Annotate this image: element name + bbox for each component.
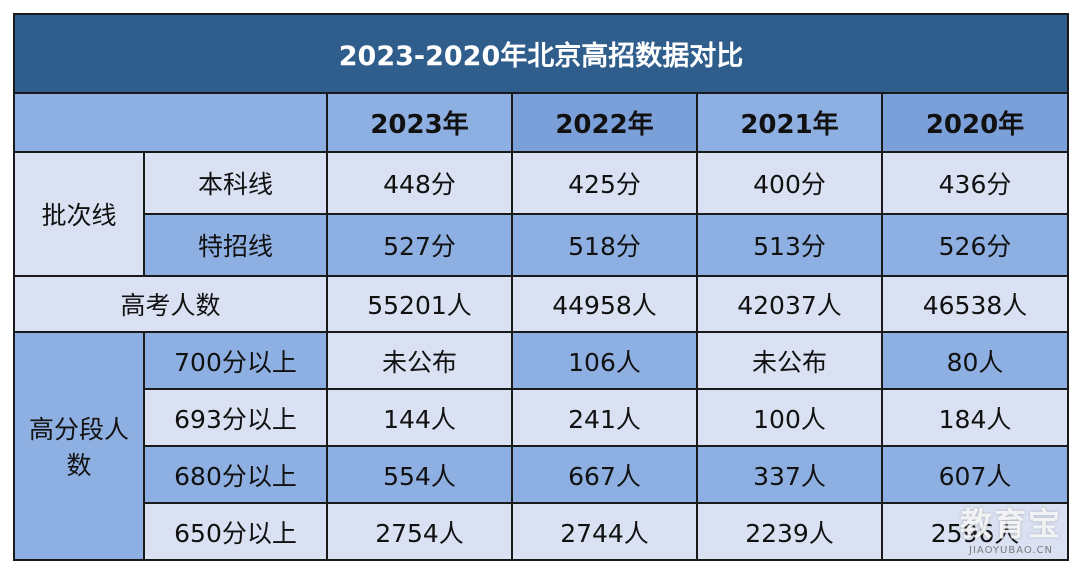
year-header-2021: 2021年 xyxy=(696,92,883,153)
year-header-2020: 2020年 xyxy=(881,92,1069,153)
cell-700-2022: 106人 xyxy=(511,331,698,390)
row-label-680: 680分以上 xyxy=(143,445,328,504)
header-blank-cell xyxy=(13,92,328,153)
cell-693-2021: 100人 xyxy=(696,388,883,447)
year-header-2023: 2023年 xyxy=(326,92,513,153)
cell-700-2020: 80人 xyxy=(881,331,1069,390)
cell-benke-2023: 448分 xyxy=(326,151,513,215)
row-label-benke: 本科线 xyxy=(143,151,328,215)
cell-tezhao-2021: 513分 xyxy=(696,213,883,277)
row-label-693: 693分以上 xyxy=(143,388,328,447)
row-label-700: 700分以上 xyxy=(143,331,328,390)
cell-benke-2021: 400分 xyxy=(696,151,883,215)
row-label-650: 650分以上 xyxy=(143,502,328,561)
cell-gaokao-2023: 55201人 xyxy=(326,275,513,333)
cell-680-2023: 554人 xyxy=(326,445,513,504)
cell-693-2023: 144人 xyxy=(326,388,513,447)
comparison-table: 2023-2020年北京高招数据对比 2023年 2022年 2021年 202… xyxy=(13,13,1069,561)
cell-gaokao-2020: 46538人 xyxy=(881,275,1069,333)
cell-680-2021: 337人 xyxy=(696,445,883,504)
row-label-gaokao: 高考人数 xyxy=(13,275,328,333)
cell-650-2022: 2744人 xyxy=(511,502,698,561)
cell-gaokao-2021: 42037人 xyxy=(696,275,883,333)
cell-benke-2022: 425分 xyxy=(511,151,698,215)
cell-benke-2020: 436分 xyxy=(881,151,1069,215)
cell-693-2022: 241人 xyxy=(511,388,698,447)
cell-680-2020: 607人 xyxy=(881,445,1069,504)
cell-650-2020: 2596人 xyxy=(881,502,1069,561)
cell-tezhao-2023: 527分 xyxy=(326,213,513,277)
cell-gaokao-2022: 44958人 xyxy=(511,275,698,333)
cell-700-2023: 未公布 xyxy=(326,331,513,390)
cell-650-2021: 2239人 xyxy=(696,502,883,561)
row-label-tezhao: 特招线 xyxy=(143,213,328,277)
table-title: 2023-2020年北京高招数据对比 xyxy=(13,13,1069,94)
cell-tezhao-2020: 526分 xyxy=(881,213,1069,277)
cell-693-2020: 184人 xyxy=(881,388,1069,447)
cell-tezhao-2022: 518分 xyxy=(511,213,698,277)
high-score-group-label: 高分段人数 xyxy=(13,331,145,561)
cell-650-2023: 2754人 xyxy=(326,502,513,561)
cell-700-2021: 未公布 xyxy=(696,331,883,390)
year-header-2022: 2022年 xyxy=(511,92,698,153)
cell-680-2022: 667人 xyxy=(511,445,698,504)
batch-line-group-label: 批次线 xyxy=(13,151,145,277)
